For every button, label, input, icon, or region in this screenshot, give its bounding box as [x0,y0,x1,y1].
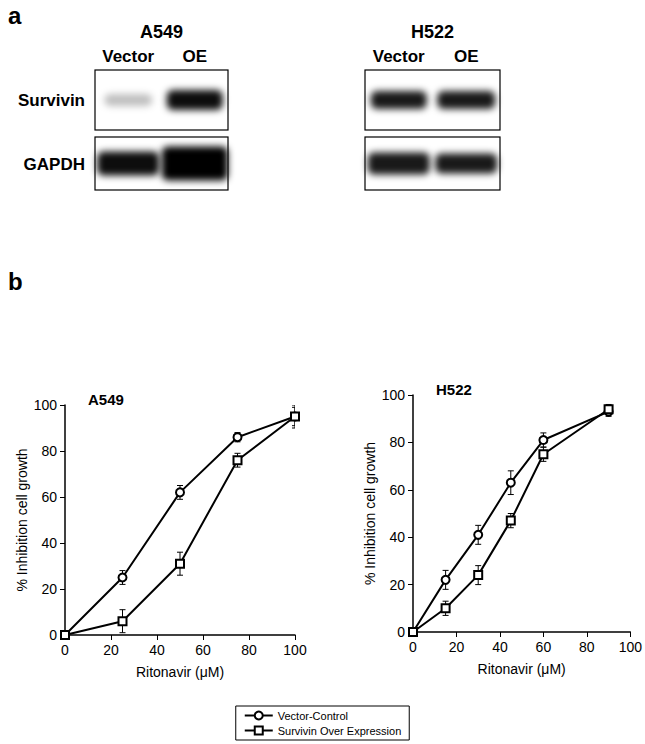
svg-text:Vector: Vector [373,47,425,66]
svg-text:0: 0 [61,642,69,658]
svg-text:100: 100 [382,387,406,403]
svg-text:H522: H522 [411,22,454,42]
svg-text:Vector: Vector [102,47,154,66]
svg-text:0: 0 [397,624,405,640]
svg-text:20: 20 [389,577,405,593]
svg-text:a: a [8,2,22,29]
svg-text:A549: A549 [140,22,183,42]
svg-text:0: 0 [49,627,57,643]
svg-text:Survivin: Survivin [18,91,85,110]
svg-text:OE: OE [454,47,479,66]
svg-text:60: 60 [536,639,552,655]
svg-text:80: 80 [41,443,57,459]
svg-text:Ritonavir (μM): Ritonavir (μM) [478,661,566,677]
svg-text:20: 20 [103,642,119,658]
svg-text:Ritonavir (μM): Ritonavir (μM) [136,664,224,680]
svg-text:0: 0 [409,639,417,655]
svg-text:40: 40 [149,642,165,658]
svg-text:H522: H522 [436,381,472,398]
svg-text:80: 80 [241,642,257,658]
svg-text:100: 100 [283,642,307,658]
svg-text:40: 40 [41,535,57,551]
svg-text:100: 100 [34,397,58,413]
svg-text:60: 60 [389,482,405,498]
svg-text:20: 20 [41,581,57,597]
svg-text:40: 40 [389,529,405,545]
svg-text:% Inhibition cell growth: % Inhibition cell growth [14,448,30,591]
svg-text:80: 80 [389,434,405,450]
svg-text:60: 60 [41,489,57,505]
svg-text:OE: OE [182,47,207,66]
svg-text:% Inhibition cell growth: % Inhibition cell growth [362,442,378,585]
svg-text:Vector-Control: Vector-Control [278,710,348,722]
svg-text:A549: A549 [88,391,124,408]
svg-text:GAPDH: GAPDH [24,155,85,174]
svg-text:60: 60 [195,642,211,658]
svg-text:20: 20 [449,639,465,655]
svg-text:100: 100 [619,639,643,655]
svg-text:80: 80 [579,639,595,655]
svg-text:40: 40 [492,639,508,655]
svg-text:Survivin Over Expression: Survivin Over Expression [278,725,402,737]
svg-text:b: b [8,268,23,295]
